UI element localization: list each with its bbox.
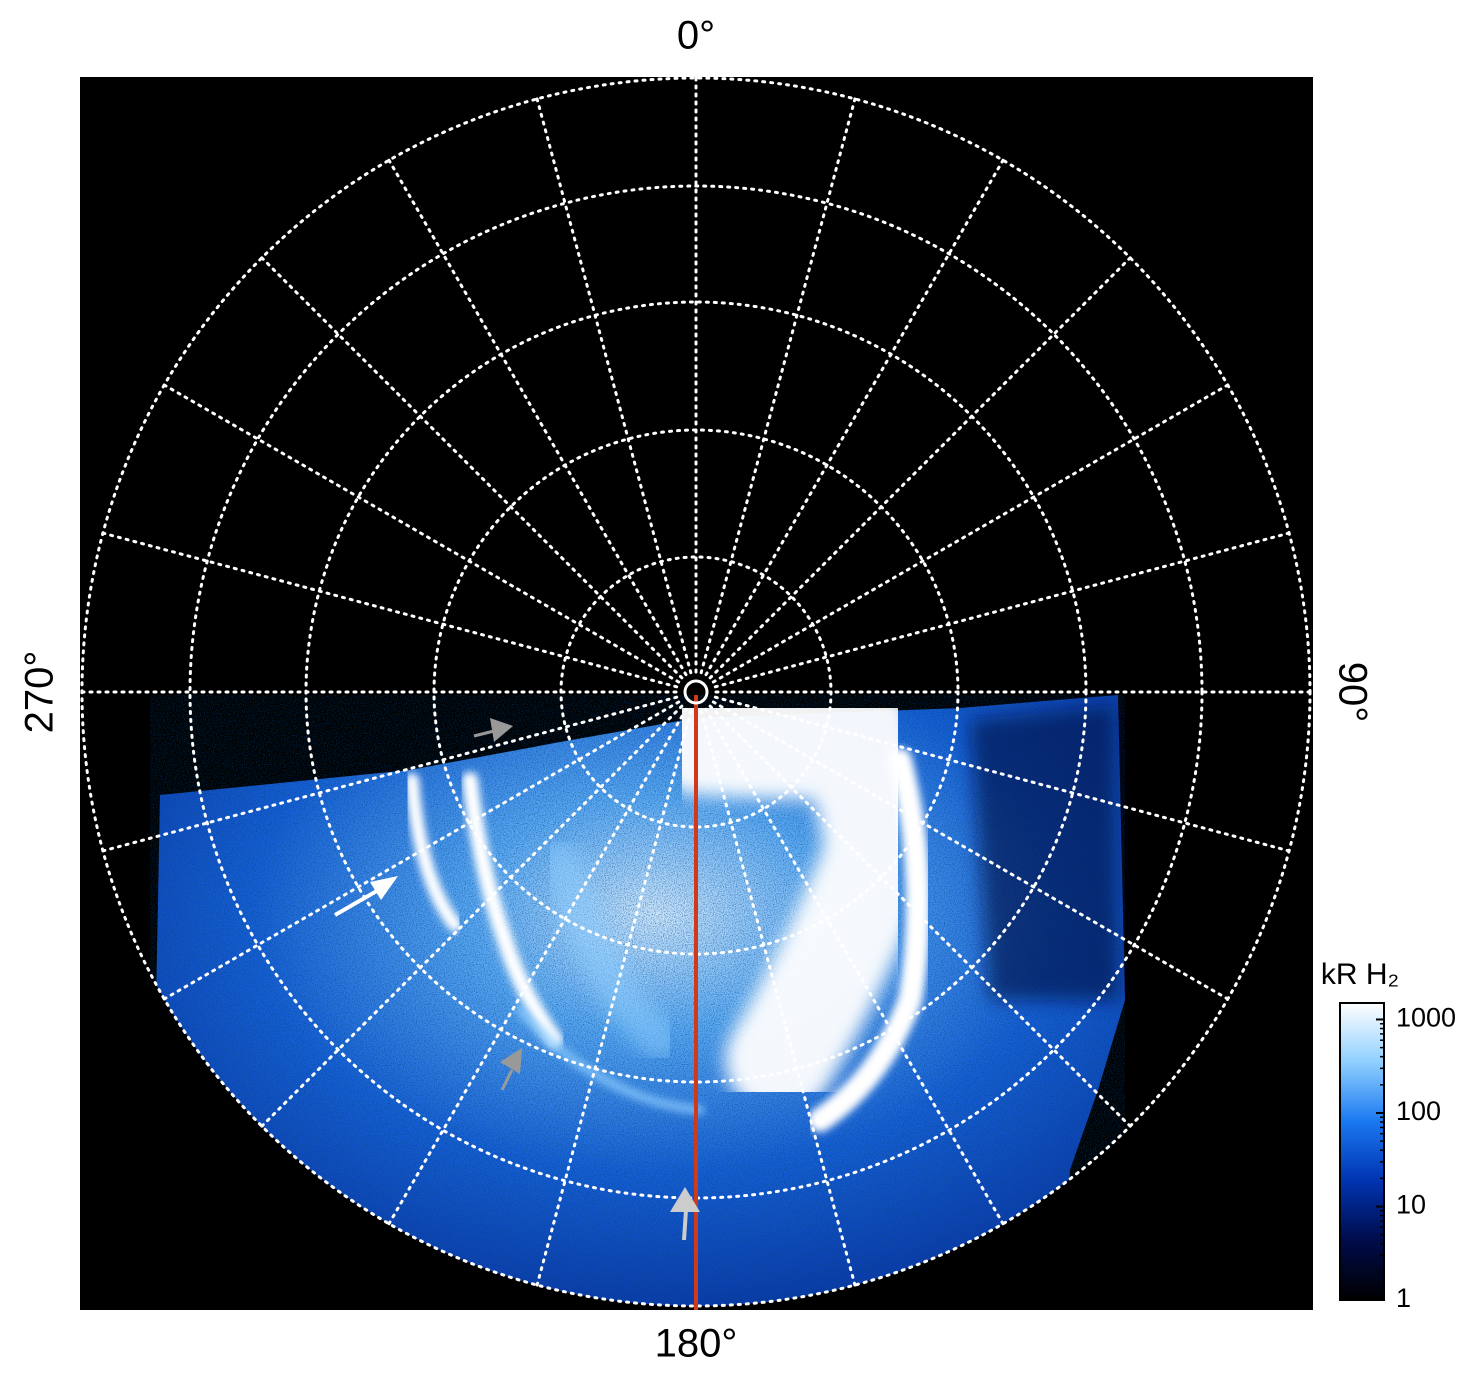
arrow [490,718,513,742]
grid-spoke [260,704,684,1128]
arrow [670,1187,700,1212]
arrows [334,718,700,1241]
angle-label: 0° [677,14,715,58]
grid-spoke [699,709,857,1287]
grid-spoke [162,383,681,684]
grid-spoke [704,707,1005,1226]
grid-spoke [704,158,1005,677]
arrow [334,886,383,917]
grid-spoke [713,695,1291,853]
grid-spoke [699,97,857,675]
colorbar-tick-label: 10 [1396,1190,1426,1220]
grid-spoke [535,97,693,675]
grid-spoke [387,158,688,677]
colorbar-title: kR H₂ [1321,958,1399,991]
arrow [473,729,495,738]
grid-spoke [101,531,679,689]
grid-spoke [708,704,1132,1128]
grid-spoke [708,256,1132,680]
angle-label: 180° [655,1322,738,1366]
arrow [370,876,398,900]
grid-spoke [713,531,1291,689]
arrow [500,1048,522,1074]
aurora-image [150,685,1125,1306]
arrow [682,1209,688,1241]
grid-spoke [535,709,693,1287]
colorbar-tick-label: 100 [1396,1096,1441,1126]
pole-marker [683,679,709,705]
grid-spoke [387,707,688,1226]
angle-label: 270° [18,651,62,734]
angle-label: 90° [1330,662,1374,723]
grid-spoke [711,383,1230,684]
arrow [500,1069,514,1091]
colorbar-tick-label: 1 [1396,1283,1411,1313]
colorbar [1339,1002,1385,1301]
colorbar-tick-label: 1000 [1396,1003,1456,1033]
grid-spoke [711,700,1230,1001]
grid-spoke [101,695,679,853]
grid-spoke [162,700,681,1001]
grid-spoke [260,256,684,680]
